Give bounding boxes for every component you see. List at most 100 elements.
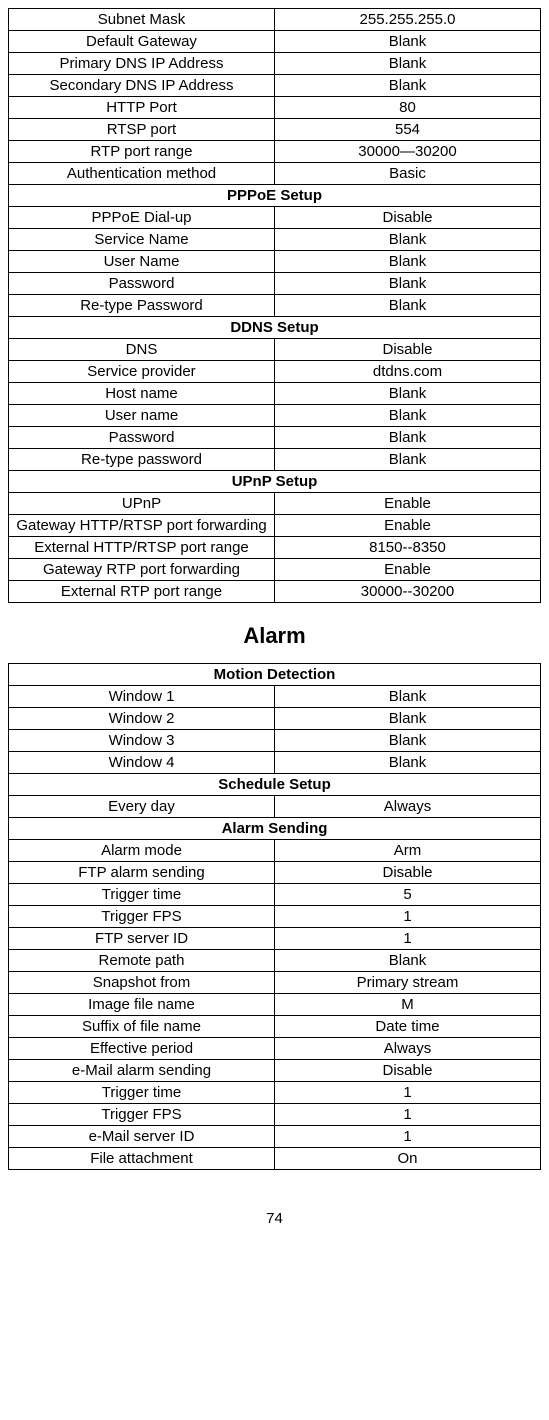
setting-label: Trigger time	[9, 1082, 275, 1104]
setting-label: Host name	[9, 383, 275, 405]
setting-label: UPnP	[9, 493, 275, 515]
setting-value: Enable	[275, 559, 541, 581]
setting-label: Window 1	[9, 686, 275, 708]
table-row: Every dayAlways	[9, 796, 541, 818]
setting-value: Blank	[275, 449, 541, 471]
setting-value: Disable	[275, 207, 541, 229]
setting-value: Blank	[275, 730, 541, 752]
section-header-row: UPnP Setup	[9, 471, 541, 493]
table-row: DNSDisable	[9, 339, 541, 361]
setting-label: Gateway RTP port forwarding	[9, 559, 275, 581]
table-row: PasswordBlank	[9, 273, 541, 295]
setting-label: Re-type password	[9, 449, 275, 471]
setting-value: 80	[275, 97, 541, 119]
setting-value: 8150--8350	[275, 537, 541, 559]
setting-value: Always	[275, 1038, 541, 1060]
setting-value: 1	[275, 906, 541, 928]
table-row: FTP server ID1	[9, 928, 541, 950]
setting-value: Blank	[275, 251, 541, 273]
table-row: Service NameBlank	[9, 229, 541, 251]
table-row: HTTP Port80	[9, 97, 541, 119]
table-row: RTP port range30000—30200	[9, 141, 541, 163]
section-header-row: Motion Detection	[9, 664, 541, 686]
setting-label: Service provider	[9, 361, 275, 383]
setting-label: HTTP Port	[9, 97, 275, 119]
table-row: Snapshot fromPrimary stream	[9, 972, 541, 994]
setting-value: dtdns.com	[275, 361, 541, 383]
setting-label: RTP port range	[9, 141, 275, 163]
setting-value: 1	[275, 1082, 541, 1104]
setting-label: Trigger FPS	[9, 906, 275, 928]
setting-label: e-Mail alarm sending	[9, 1060, 275, 1082]
setting-value: Blank	[275, 53, 541, 75]
table-row: Host nameBlank	[9, 383, 541, 405]
upnp-setup-header: UPnP Setup	[9, 471, 541, 493]
setting-value: 30000--30200	[275, 581, 541, 603]
setting-label: External RTP port range	[9, 581, 275, 603]
alarm-settings-table: Motion Detection Window 1Blank Window 2B…	[8, 663, 541, 1170]
alarm-heading: Alarm	[8, 623, 541, 649]
setting-label: Default Gateway	[9, 31, 275, 53]
table-row: Image file nameM	[9, 994, 541, 1016]
setting-label: e-Mail server ID	[9, 1126, 275, 1148]
setting-value: Blank	[275, 229, 541, 251]
setting-label: Service Name	[9, 229, 275, 251]
setting-label: User name	[9, 405, 275, 427]
setting-label: PPPoE Dial-up	[9, 207, 275, 229]
setting-value: 30000—30200	[275, 141, 541, 163]
table-row: Suffix of file nameDate time	[9, 1016, 541, 1038]
table-row: Re-type passwordBlank	[9, 449, 541, 471]
setting-value: Blank	[275, 75, 541, 97]
setting-value: Blank	[275, 708, 541, 730]
pppoe-setup-header: PPPoE Setup	[9, 185, 541, 207]
setting-label: Suffix of file name	[9, 1016, 275, 1038]
alarm-sending-header: Alarm Sending	[9, 818, 541, 840]
motion-detection-header: Motion Detection	[9, 664, 541, 686]
setting-value: Blank	[275, 295, 541, 317]
setting-label: Window 4	[9, 752, 275, 774]
setting-label: Subnet Mask	[9, 9, 275, 31]
table-row: Service providerdtdns.com	[9, 361, 541, 383]
table-row: Trigger FPS1	[9, 1104, 541, 1126]
table-row: Re-type PasswordBlank	[9, 295, 541, 317]
setting-label: Authentication method	[9, 163, 275, 185]
setting-value: M	[275, 994, 541, 1016]
table-row: Trigger time5	[9, 884, 541, 906]
section-header-row: Alarm Sending	[9, 818, 541, 840]
setting-label: FTP server ID	[9, 928, 275, 950]
setting-value: Enable	[275, 493, 541, 515]
setting-label: Password	[9, 427, 275, 449]
setting-label: Alarm mode	[9, 840, 275, 862]
setting-value: 1	[275, 1126, 541, 1148]
table-row: Window 4Blank	[9, 752, 541, 774]
setting-label: Effective period	[9, 1038, 275, 1060]
setting-label: Trigger time	[9, 884, 275, 906]
setting-value: 1	[275, 928, 541, 950]
setting-value: 1	[275, 1104, 541, 1126]
table-row: Gateway HTTP/RTSP port forwardingEnable	[9, 515, 541, 537]
table-row: User NameBlank	[9, 251, 541, 273]
section-header-row: PPPoE Setup	[9, 185, 541, 207]
table-row: Secondary DNS IP AddressBlank	[9, 75, 541, 97]
table-row: Window 3Blank	[9, 730, 541, 752]
setting-label: External HTTP/RTSP port range	[9, 537, 275, 559]
table-row: RTSP port554	[9, 119, 541, 141]
setting-label: Every day	[9, 796, 275, 818]
table-row: Default GatewayBlank	[9, 31, 541, 53]
setting-label: Snapshot from	[9, 972, 275, 994]
setting-label: Password	[9, 273, 275, 295]
table-row: Subnet Mask255.255.255.0	[9, 9, 541, 31]
table-row: External RTP port range30000--30200	[9, 581, 541, 603]
setting-value: 255.255.255.0	[275, 9, 541, 31]
setting-label: Primary DNS IP Address	[9, 53, 275, 75]
setting-value: Disable	[275, 862, 541, 884]
section-header-row: DDNS Setup	[9, 317, 541, 339]
table-row: Trigger FPS1	[9, 906, 541, 928]
ddns-setup-header: DDNS Setup	[9, 317, 541, 339]
setting-value: Blank	[275, 273, 541, 295]
setting-value: Date time	[275, 1016, 541, 1038]
network-settings-table: Subnet Mask255.255.255.0 Default Gateway…	[8, 8, 541, 603]
setting-value: Blank	[275, 405, 541, 427]
setting-label: DNS	[9, 339, 275, 361]
setting-label: Remote path	[9, 950, 275, 972]
